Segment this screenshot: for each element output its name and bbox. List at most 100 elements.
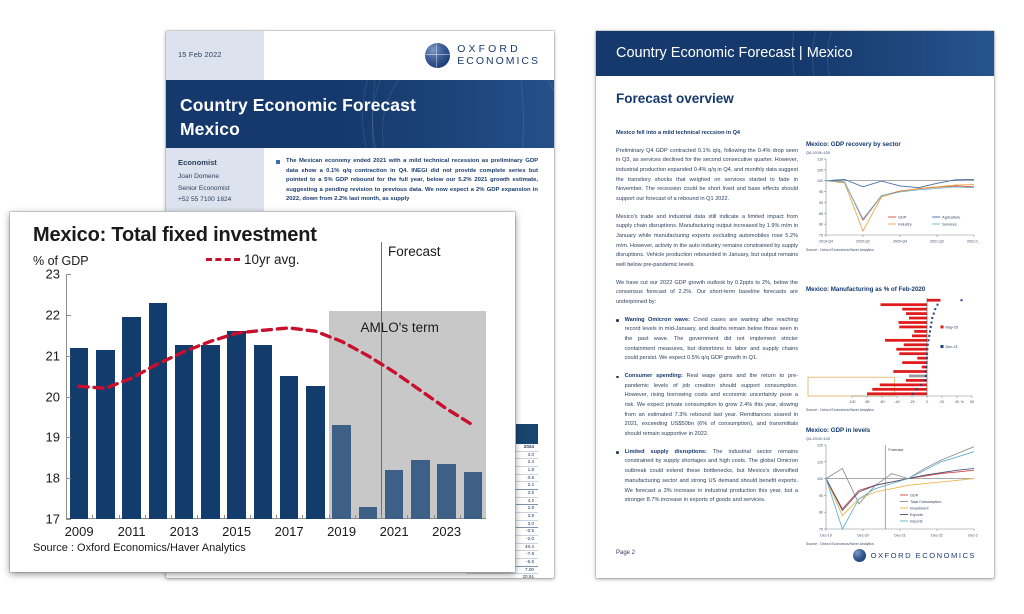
globe-arc [792,31,994,76]
chart-bar [332,425,351,519]
svg-text:105: 105 [817,168,823,172]
forecast-label: Forecast [388,244,441,259]
svg-text:Imports: Imports [910,520,923,524]
svg-text:Food: Food [806,365,807,369]
svg-text:-20: -20 [909,400,914,404]
chart-bar [253,345,273,519]
mini-chart-gdp-recovery: Mexico: GDP recovery by sector Q4-2019=1… [806,141,978,252]
svg-text:Primary Metals: Primary Metals [806,343,807,347]
y-axis-tick-label: 19 [45,429,60,445]
brand-wordmark: OXFORD ECONOMICS [457,43,540,68]
mini-chart-plot: Petroleum & CoalFurniturePrinting & Rela… [806,295,978,407]
svg-text:80: 80 [819,223,823,227]
mini-chart-title: Mexico: GDP in levels [806,427,871,434]
chart-y-axis-label: % of GDP [33,254,89,268]
svg-text:-100: -100 [848,400,855,404]
page2-body: Mexico fell into a mild technical reccsi… [616,129,798,514]
svg-text:40: 40 [955,400,959,404]
mini-chart-title: Mexico: Manufacturing as % of Feb-2020 [806,286,926,293]
x-axis-tick-label: 2017 [274,524,304,539]
svg-text:Furniture: Furniture [806,303,807,307]
page-title-line-2: Mexico [180,118,240,139]
mini-chart-plot: 70 80 90 100 110 120 Forecast Dec-19 Dec-20 Dec-2… [806,441,978,541]
y-axis-tick [66,478,71,480]
footer-logo: OXFORD ECONOMICS [852,549,976,562]
svg-text:Printing & Related: Printing & Related [806,307,807,311]
x-axis-tick-label: 2019 [327,524,357,539]
mini-chart-title: Mexico: GDP recovery by sector [806,141,901,148]
mini-bar-chart-svg: Petroleum & CoalFurniturePrinting & Rela… [806,298,974,404]
oxford-economics-logo: OXFORD ECONOMICS [425,43,540,68]
page1-summary-bullets: The Mexican economy ended 2021 with a mi… [276,157,538,212]
x-axis-tick [276,515,277,519]
lead-paragraph: Mexico fell into a mild technical reccsi… [616,130,741,136]
summary-bullet-text: The Mexican economy ended 2021 with a mi… [286,158,538,203]
y-axis-tick [66,437,71,439]
svg-text:Dec-20: Dec-20 [857,534,869,538]
svg-text:Investment: Investment [910,507,930,511]
x-axis-tick [328,515,330,519]
economist-phone: +52 55 7100 1824 [178,196,232,204]
body-paragraph: We have cut our 2022 GDP growth outlook … [616,279,798,306]
svg-text:70: 70 [819,528,823,532]
svg-text:Transportation: Transportation [806,387,807,391]
mini-chart-source: Source : Oxford Economics/Haver Analytic… [806,408,874,412]
svg-text:75: 75 [819,234,823,238]
svg-text:Exports: Exports [910,513,923,517]
svg-text:Dec-19: Dec-19 [820,534,832,538]
svg-text:Machinery: Machinery [806,369,807,373]
mini-chart-manufacturing: Mexico: Manufacturing as % of Feb-2020 P… [806,286,978,412]
svg-text:90: 90 [819,201,823,205]
mini-chart-svg: 75 80 85 90 95 100 105 110 2019-Q4 2020-Q2 2020-Q4… [817,158,978,244]
chart-bar [227,331,246,519]
bullet-text: Limited supply disruptions: The industri… [624,448,798,504]
summary-bullet: The Mexican economy ended 2021 with a mi… [276,157,538,205]
mini-chart-unit: Q4-2019=100 [806,436,830,441]
x-axis-tick [302,515,304,519]
body-paragraph: Preliminary Q4 GDP contracted 0.1% q/q, … [616,147,798,203]
globe-icon [425,43,451,68]
svg-text:%: % [961,400,964,404]
chart-legend-10yr-avg: 10yr avg. [206,252,300,267]
body-bullet: Limited supply disruptions: The industri… [616,448,798,506]
economist-name: Joan Domene [178,173,220,180]
bullet-square-icon [276,160,280,164]
page2-header-title: Country Economic Forecast | Mexico [616,45,853,61]
svg-text:Beverage & Tobacco: Beverage & Tobacco [806,347,807,351]
svg-text:120: 120 [817,444,823,448]
table-row: 20.91 [466,573,538,578]
chart-plot-area: 10yr avg. AMLO's term Forecast 17 18 19 20 21 2… [46,242,486,539]
footer-brand-text: OXFORD ECONOMICS [870,551,976,560]
svg-text:GDP: GDP [910,494,919,498]
amlo-term-shading [328,310,486,518]
x-axis-tick [171,515,172,519]
globe-icon [852,549,866,562]
bullet-dot-icon [616,451,619,454]
svg-text:Forecast: Forecast [888,447,904,452]
x-axis-tick [381,515,382,519]
x-axis-tick [433,515,435,519]
svg-text:-60: -60 [879,400,884,404]
bullet-dot-icon [616,375,619,379]
svg-text:Textile Mills: Textile Mills [806,338,807,342]
economist-block: Economist Joan Domene Senior Economist +… [178,158,264,206]
chart-bar [69,347,89,519]
page-title-line-1: Country Economic Forecast [180,95,416,115]
mini-chart-gdp-levels: Mexico: GDP in levels Q4-2019=100 70 80 90… [806,427,978,546]
x-axis-tick [144,515,146,519]
chart-bar [306,386,325,519]
svg-text:110: 110 [817,158,823,162]
page-number: Page 2 [616,550,636,556]
svg-text:Services: Services [942,223,957,227]
x-axis-tick [118,515,120,519]
body-bullet: Consumer spending: Real wage gains and t… [616,372,798,440]
svg-text:2021-Q2: 2021-Q2 [930,240,944,244]
y-axis-tick-label: 21 [45,348,60,364]
x-axis-tick-label: 2021 [379,524,409,539]
brand-line-2: ECONOMICS [457,54,540,67]
chart-bar [279,376,299,519]
total-fixed-investment-chart: Mexico: Total fixed investment % of GDP … [10,212,515,572]
x-axis-tick [249,515,251,519]
svg-text:110: 110 [817,460,823,464]
x-axis-tick [197,515,199,519]
